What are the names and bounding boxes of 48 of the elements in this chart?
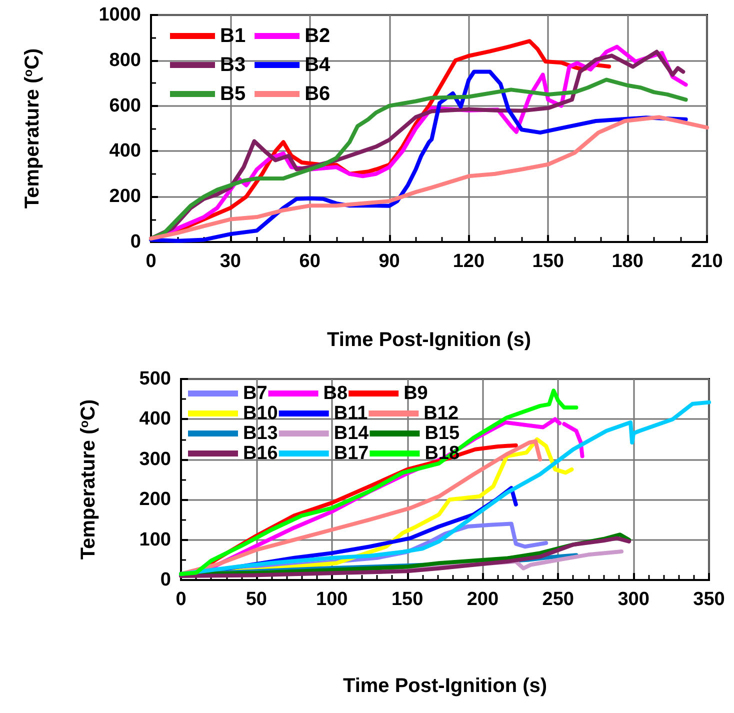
x-tick-label: 210 bbox=[691, 251, 723, 272]
x-tick-label: 90 bbox=[378, 251, 400, 272]
y-axis-title: Temperature (oC) bbox=[77, 399, 100, 560]
y-tick-label: 600 bbox=[109, 95, 141, 116]
legend-label: B4 bbox=[304, 54, 332, 76]
legend-label: B6 bbox=[304, 83, 330, 105]
x-tick-label: 250 bbox=[542, 589, 574, 610]
legend-label: B8 bbox=[323, 383, 348, 404]
y-tick-label: 1000 bbox=[98, 4, 141, 26]
y-tick-label: 200 bbox=[109, 186, 141, 208]
x-tick-label: 300 bbox=[618, 589, 650, 610]
y-tick-label: 100 bbox=[139, 529, 171, 550]
x-tick-label: 350 bbox=[693, 589, 725, 610]
legend-label: B9 bbox=[404, 383, 428, 404]
x-axis-title: Time Post-Ignition (s) bbox=[342, 675, 548, 697]
x-tick-label: 180 bbox=[612, 251, 644, 272]
legend-label: B15 bbox=[424, 423, 460, 444]
x-tick-label: 60 bbox=[299, 251, 320, 272]
x-tick-label: 120 bbox=[452, 251, 485, 272]
x-tick-label: 30 bbox=[220, 251, 241, 272]
legend-label: B2 bbox=[304, 25, 330, 47]
y-axis-title: Temperature (oC) bbox=[21, 48, 44, 209]
y-tick-label: 800 bbox=[109, 50, 141, 71]
y-tick-label: 500 bbox=[139, 368, 171, 390]
legend-label: B11 bbox=[334, 403, 368, 424]
y-tick-label: 400 bbox=[139, 408, 171, 430]
x-tick-label: 200 bbox=[466, 589, 499, 610]
x-tick-label: 0 bbox=[176, 589, 186, 610]
legend-label: B5 bbox=[220, 83, 246, 105]
x-tick-label: 150 bbox=[391, 589, 424, 610]
y-tick-label: 0 bbox=[130, 232, 141, 252]
y-tick-label: 400 bbox=[109, 140, 141, 162]
legend-label: B14 bbox=[334, 423, 370, 444]
legend-label: B17 bbox=[334, 443, 369, 464]
legend-label: B10 bbox=[243, 403, 278, 424]
y-tick-label: 0 bbox=[160, 570, 171, 590]
x-tick-label: 100 bbox=[316, 589, 348, 610]
legend-label: B16 bbox=[243, 443, 278, 464]
x-axis-title: Time Post-Ignition (s) bbox=[326, 329, 532, 351]
legend-label: B12 bbox=[424, 403, 459, 424]
y-tick-label: 300 bbox=[139, 448, 171, 470]
x-tick-label: 50 bbox=[246, 589, 267, 610]
legend-label: B3 bbox=[220, 54, 246, 76]
legend-label: B1 bbox=[220, 25, 246, 47]
legend-label: B7 bbox=[243, 383, 268, 404]
legend-label: B13 bbox=[243, 423, 278, 444]
y-tick-label: 200 bbox=[139, 489, 171, 510]
x-tick-label: 150 bbox=[532, 251, 564, 272]
